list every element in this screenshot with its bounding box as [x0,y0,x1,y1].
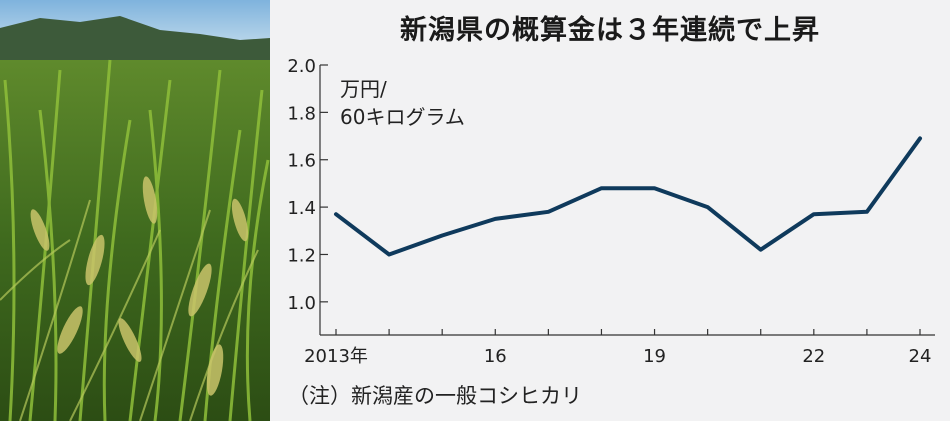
y-tick-label: 1.2 [287,245,316,266]
x-tick-label: 22 [802,346,825,367]
y-tick-label: 1.6 [287,151,316,172]
x-tick-label: 24 [909,346,932,367]
y-tick-label: 1.0 [287,293,316,314]
x-tick-label: 16 [484,346,507,367]
chart-note: （注）新潟産の一般コシヒカリ [288,384,582,408]
y-unit-line-2: 60キログラム [340,105,465,129]
chart-title: 新潟県の概算金は３年連続で上昇 [400,15,820,46]
y-tick-label: 1.4 [287,198,316,219]
y-axis-unit-label: 万円/ 60キログラム [340,75,465,131]
y-tick-label: 2.0 [287,56,316,77]
x-tick-label: 2013年 [304,346,368,367]
rice-field-photo [0,0,270,421]
x-tick-label: 19 [643,346,666,367]
y-unit-line-1: 万円/ [340,77,387,101]
chart-panel [270,0,950,421]
y-tick-label: 1.8 [287,103,316,124]
line-chart: 1.0 1.2 1.4 1.6 1.8 2.0 2013年 16 19 22 24 [287,56,935,367]
series-line [334,136,922,257]
